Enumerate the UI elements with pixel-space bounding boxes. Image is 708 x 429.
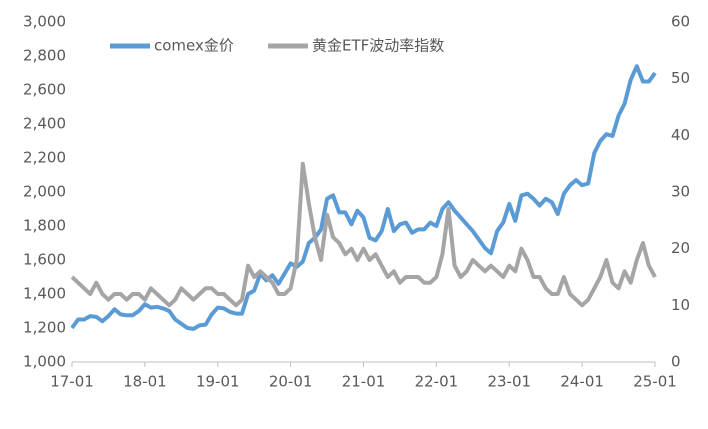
x-tick-label: 21-01 xyxy=(342,373,386,391)
legend-label: 黄金ETF波动率指数 xyxy=(312,37,444,55)
x-tick-label: 17-01 xyxy=(50,373,94,391)
x-tick-label: 23-01 xyxy=(487,373,531,391)
x-tick-label: 18-01 xyxy=(123,373,167,391)
y-tick-label: 1,600 xyxy=(23,251,66,269)
x-tick-label: 19-01 xyxy=(196,373,240,391)
y-tick-label: 1,000 xyxy=(23,353,66,371)
y-tick-label: 2,800 xyxy=(23,47,66,65)
y-tick-label: 2,400 xyxy=(23,115,66,133)
x-tick-label: 22-01 xyxy=(415,373,459,391)
y-tick-label: 1,800 xyxy=(23,217,66,235)
y2-tick-label: 0 xyxy=(671,353,681,371)
y2-tick-label: 10 xyxy=(671,296,690,314)
y-tick-label: 2,000 xyxy=(23,183,66,201)
y2-tick-label: 50 xyxy=(671,69,690,87)
series-line xyxy=(70,64,657,331)
y2-tick-label: 40 xyxy=(671,126,690,144)
y2-tick-label: 60 xyxy=(671,13,690,31)
y-tick-label: 1,200 xyxy=(23,319,66,337)
y-tick-label: 1,400 xyxy=(23,285,66,303)
y-tick-label: 2,600 xyxy=(23,81,66,99)
y2-tick-label: 20 xyxy=(671,239,690,257)
x-tick-label: 25-01 xyxy=(633,373,677,391)
y-tick-label: 3,000 xyxy=(23,13,66,31)
y2-tick-label: 30 xyxy=(671,183,690,201)
x-tick-label: 24-01 xyxy=(560,373,604,391)
series-line xyxy=(70,161,657,308)
legend-label: comex金价 xyxy=(154,37,234,55)
y-tick-label: 2,200 xyxy=(23,149,66,167)
x-tick-label: 20-01 xyxy=(269,373,313,391)
